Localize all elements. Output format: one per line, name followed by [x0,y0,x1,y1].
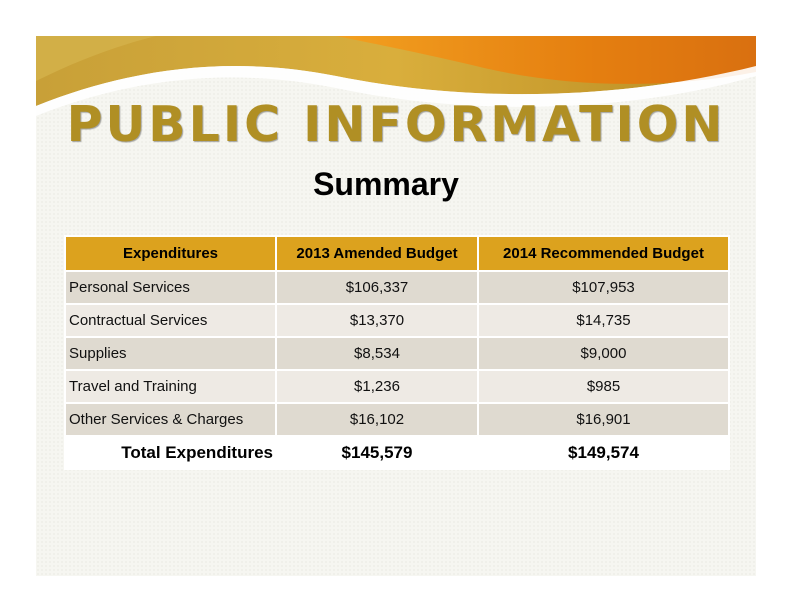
value-2014: $9,000 [477,336,730,371]
decorative-swoosh-banner [36,36,756,116]
total-2014: $149,574 [477,435,730,470]
value-2013: $8,534 [275,336,479,371]
value-2013: $13,370 [275,303,479,338]
table-row: Other Services & Charges $16,102 $16,901 [64,402,730,437]
column-header-2014: 2014 Recommended Budget [477,235,730,272]
slide: PUBLIC INFORMATION Summary Expenditures … [36,36,756,576]
budget-table: Expenditures 2013 Amended Budget 2014 Re… [64,235,730,470]
slide-subtitle: Summary [313,166,459,202]
value-2014: $985 [477,369,730,404]
value-2014: $14,735 [477,303,730,338]
column-header-2013: 2013 Amended Budget [275,235,479,272]
slide-title: PUBLIC INFORMATION [66,96,726,153]
total-row: Total Expenditures $145,579 $149,574 [64,435,730,470]
value-2014: $16,901 [477,402,730,437]
value-2013: $16,102 [275,402,479,437]
row-label: Other Services & Charges [64,402,277,437]
table-row: Contractual Services $13,370 $14,735 [64,303,730,338]
row-label: Personal Services [64,270,277,305]
value-2013: $1,236 [275,369,479,404]
value-2014: $107,953 [477,270,730,305]
table-header-row: Expenditures 2013 Amended Budget 2014 Re… [64,235,730,272]
table-row: Supplies $8,534 $9,000 [64,336,730,371]
row-label: Supplies [64,336,277,371]
row-label: Contractual Services [64,303,277,338]
total-label: Total Expenditures [64,435,277,470]
column-header-expenditures: Expenditures [64,235,277,272]
table-row: Travel and Training $1,236 $985 [64,369,730,404]
row-label: Travel and Training [64,369,277,404]
total-2013: $145,579 [275,435,479,470]
table-row: Personal Services $106,337 $107,953 [64,270,730,305]
value-2013: $106,337 [275,270,479,305]
